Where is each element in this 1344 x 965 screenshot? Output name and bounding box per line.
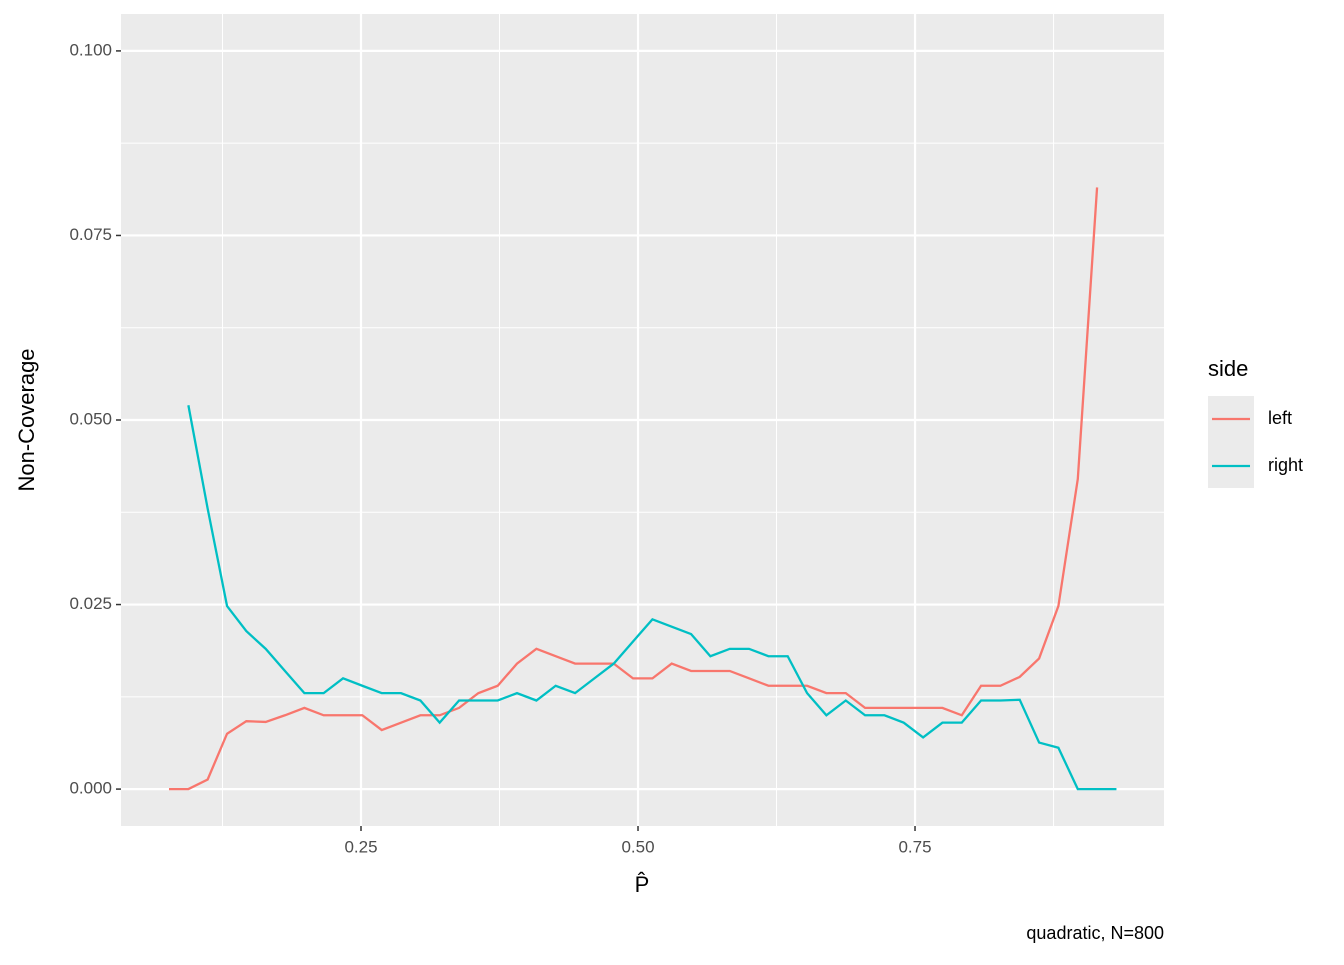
legend-label: left [1268, 408, 1292, 428]
y-tick-label: 0.075 [69, 225, 112, 244]
legend-key-bg [1208, 396, 1254, 488]
x-tick-label: 0.75 [898, 837, 931, 856]
caption: quadratic, N=800 [1026, 923, 1164, 943]
legend-label: right [1268, 455, 1303, 475]
x-tick-label: 0.50 [621, 837, 654, 856]
series-line [187, 405, 1117, 791]
grid [121, 14, 1164, 826]
y-axis-title: Non-Coverage [14, 348, 39, 491]
y-tick-label: 0.050 [69, 409, 112, 428]
y-tick-label: 0.025 [69, 594, 112, 613]
x-axis-title: P̂ [635, 872, 650, 897]
series-line [168, 187, 1099, 791]
lines [168, 187, 1117, 791]
x-tick-label: 0.25 [344, 837, 377, 856]
y-tick-label: 0.100 [69, 40, 112, 59]
y-tick-label: 0.000 [69, 779, 112, 798]
legend-title: side [1208, 356, 1248, 381]
